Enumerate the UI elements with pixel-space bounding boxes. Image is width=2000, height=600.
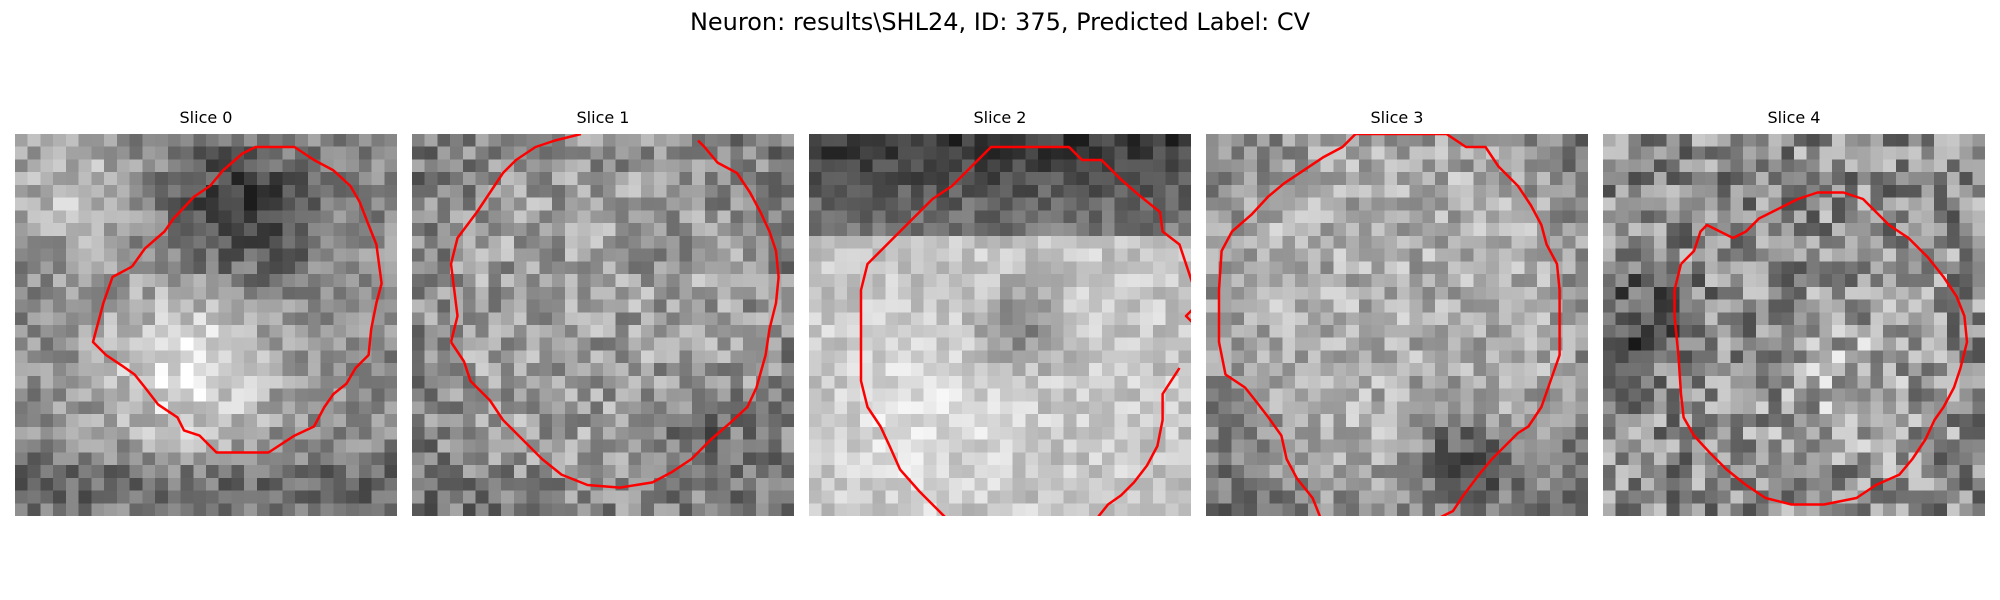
slice-title: Slice 2: [973, 108, 1027, 127]
slice-title: Slice 1: [576, 108, 630, 127]
roi-contour: [449, 139, 780, 489]
slice-image: [1603, 134, 1985, 516]
roi-contour: [859, 145, 1191, 516]
figure-title: Neuron: results\SHL24, ID: 375, Predicte…: [689, 8, 1311, 36]
roi-contour: [1673, 191, 1969, 506]
roi-contour: [1097, 367, 1181, 516]
slice-title: Slice 3: [1370, 108, 1424, 127]
slice-title: Slice 0: [179, 108, 233, 127]
slice-image: [1206, 134, 1588, 516]
roi-contour: [91, 145, 383, 454]
roi-contour: [449, 134, 582, 343]
slice-image: [809, 134, 1191, 516]
slice-title: Slice 4: [1767, 108, 1821, 127]
roi-contour: [1217, 134, 1561, 516]
slice-image: [412, 134, 794, 516]
slice-image: [15, 134, 397, 516]
